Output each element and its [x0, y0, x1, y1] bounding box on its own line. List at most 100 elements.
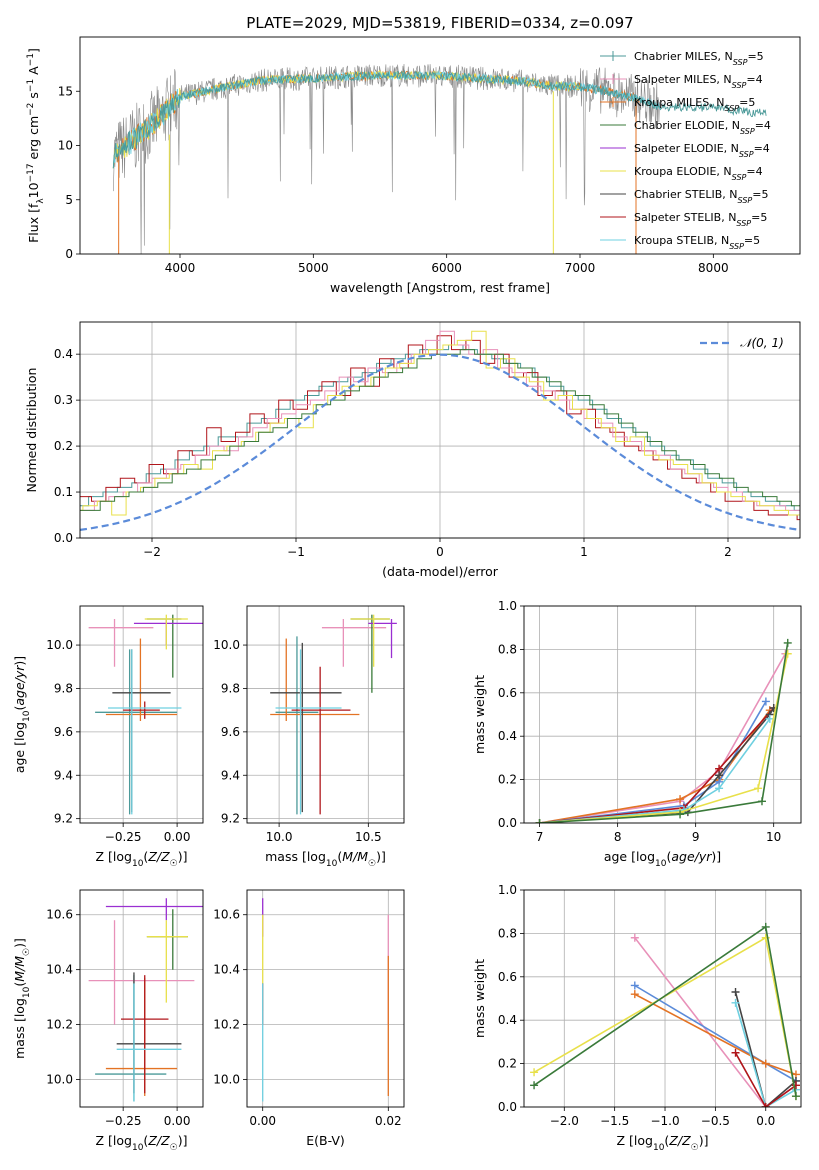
x-tick-label: 10.5 [355, 830, 382, 844]
y-tick-label: 9.2 [54, 812, 73, 826]
mass-weight-marker [715, 784, 724, 793]
mass-weight-marker [791, 1092, 800, 1101]
y-tick-label: 0.2 [54, 439, 73, 453]
legend-label: Chabrier ELODIE, NSSP=4 [634, 119, 771, 136]
mass_vs_EBV-axes: 0.00 0.02 10.0 10.2 10.4 10.6 E(B-V) [213, 890, 404, 1148]
mass-weight-marker [757, 797, 766, 806]
age_vs_mass-points [270, 614, 397, 815]
x-tick-label: 0.02 [375, 1114, 402, 1128]
x-axis-label: (data-model)/error [382, 564, 499, 579]
mass-weight-marker [731, 987, 740, 996]
y-tick-label: 10.2 [213, 1018, 240, 1032]
x-tick-label: 1 [580, 545, 588, 559]
mass-weight-line [539, 653, 789, 823]
spectrum-frame [79, 36, 801, 255]
y-tick-label: 9.6 [221, 725, 240, 739]
legend-label: Kroupa MILES, NSSP=5 [634, 96, 755, 113]
y-tick-label: 15 [58, 84, 73, 98]
model-spectrum [112, 69, 767, 169]
mass-weight-line [539, 642, 789, 823]
y-tick-label: 1.0 [498, 883, 517, 897]
mass-weight-marker [530, 1081, 539, 1090]
mass_weight_vs_age-series [535, 638, 792, 823]
x-axis-label: wavelength [Angstrom, rest frame] [330, 280, 550, 295]
residual-histograms [80, 330, 800, 531]
figure-title: PLATE=2029, MJD=53819, FIBERID=0334, z=0… [246, 14, 633, 32]
x-tick-label: −2 [143, 545, 161, 559]
x-tick-label: 0.00 [164, 830, 191, 844]
age_vs_mass-frame [246, 605, 405, 824]
y-tick-label: 0.4 [54, 347, 73, 361]
x-tick-label: 7 [536, 830, 544, 844]
mass_vs_Z-points [88, 898, 203, 1102]
x-tick-label: −0.25 [105, 830, 142, 844]
mass-weight-marker [754, 784, 763, 793]
y-tick-label: 10.0 [213, 638, 240, 652]
mass-weight-marker [783, 649, 792, 658]
mass_vs_Z-axes: −0.25 0.00 10.0 10.2 10.4 10.6 Z [log10(Z/Z☉)]… [12, 890, 203, 1153]
y-tick-label: 0.6 [498, 686, 517, 700]
histogram-series [80, 344, 800, 511]
mass-weight-line [734, 1052, 797, 1107]
mass-weight-marker [731, 1048, 740, 1057]
mass-weight-marker [630, 990, 639, 999]
y-tick-label: 10 [58, 139, 73, 153]
legend-label: 𝒩(0, 1) [740, 336, 784, 350]
y-axis-label: Normed distribution [24, 368, 39, 493]
legend-label: Kroupa ELODIE, NSSP=4 [634, 165, 763, 182]
residuals-axes: −2 −1 0 1 2 0.0 0.1 0.2 0.3 0.4 (data-model)/error… [24, 322, 800, 579]
x-tick-label: 0.00 [164, 1114, 191, 1128]
age_vs_mass-axes: 10.0 10.5 9.2 9.4 9.6 9.8 10.0 mass [log10(M/M☉… [213, 606, 404, 869]
histogram-series [80, 330, 800, 516]
x-tick-label: −2.0 [550, 1114, 579, 1128]
x-tick-label: 7000 [565, 261, 596, 275]
mass-weight-marker [676, 795, 685, 804]
x-tick-label: 2 [724, 545, 732, 559]
mass-weight-marker [761, 922, 770, 931]
x-tick-label: 9 [692, 830, 700, 844]
y-tick-label: 0.8 [498, 642, 517, 656]
y-tick-label: 0.4 [498, 1013, 517, 1027]
x-axis-label: Z [log10(Z/Z☉)] [96, 849, 188, 869]
x-axis-label: age [log10(age/yr)] [604, 849, 721, 869]
x-tick-label: 6000 [431, 261, 462, 275]
model-spectrum [112, 70, 581, 169]
y-tick-label: 5 [65, 193, 73, 207]
y-tick-label: 0.0 [498, 1100, 517, 1114]
mass-weight-line [539, 718, 771, 823]
y-tick-label: 10.0 [46, 1073, 73, 1087]
legend-label: Chabrier MILES, NSSP=5 [634, 50, 764, 67]
mass-weight-marker [630, 981, 639, 990]
histogram-series [80, 349, 800, 511]
x-tick-label: 0.00 [249, 1114, 276, 1128]
x-tick-label: −0.5 [701, 1114, 730, 1128]
y-tick-label: 0.8 [498, 926, 517, 940]
mass-weight-marker [761, 697, 770, 706]
legend-label: Chabrier STELIB, NSSP=5 [634, 188, 768, 205]
mass-weight-marker [535, 819, 544, 823]
y-tick-label: 0.6 [498, 970, 517, 984]
y-tick-label: 0.4 [498, 729, 517, 743]
mass_vs_EBV-points [262, 898, 389, 1102]
x-tick-label: 0.0 [756, 1114, 775, 1128]
y-tick-label: 10.4 [213, 963, 240, 977]
y-tick-label: 9.4 [221, 768, 240, 782]
mass_vs_EBV-frame [246, 889, 405, 1108]
y-tick-label: 9.2 [221, 812, 240, 826]
age_vs_Z-axes: −0.25 0.00 9.2 9.4 9.6 9.8 10.0 Z [log10(Z/Z☉)]… [12, 606, 203, 869]
y-axis-label: mass weight [472, 959, 487, 1038]
mass-weight-marker [761, 1103, 770, 1107]
mass_weight_vs_Z-frame [523, 889, 802, 1108]
spectrum-axes: 4000 5000 6000 7000 8000 0 5 10 15 wavelength [An… [26, 48, 729, 295]
gaussian-curve [80, 353, 800, 531]
mass-weight-marker [715, 771, 724, 780]
legend-label: Salpeter MILES, NSSP=4 [634, 73, 763, 90]
y-tick-label: 0.3 [54, 393, 73, 407]
histogram-series [80, 330, 800, 516]
residuals-frame [79, 321, 801, 539]
age_vs_Z-frame [79, 605, 204, 824]
x-tick-label: −1.0 [650, 1114, 679, 1128]
y-tick-label: 9.8 [221, 681, 240, 695]
x-tick-label: 10.0 [266, 830, 293, 844]
histogram-series [80, 335, 800, 521]
